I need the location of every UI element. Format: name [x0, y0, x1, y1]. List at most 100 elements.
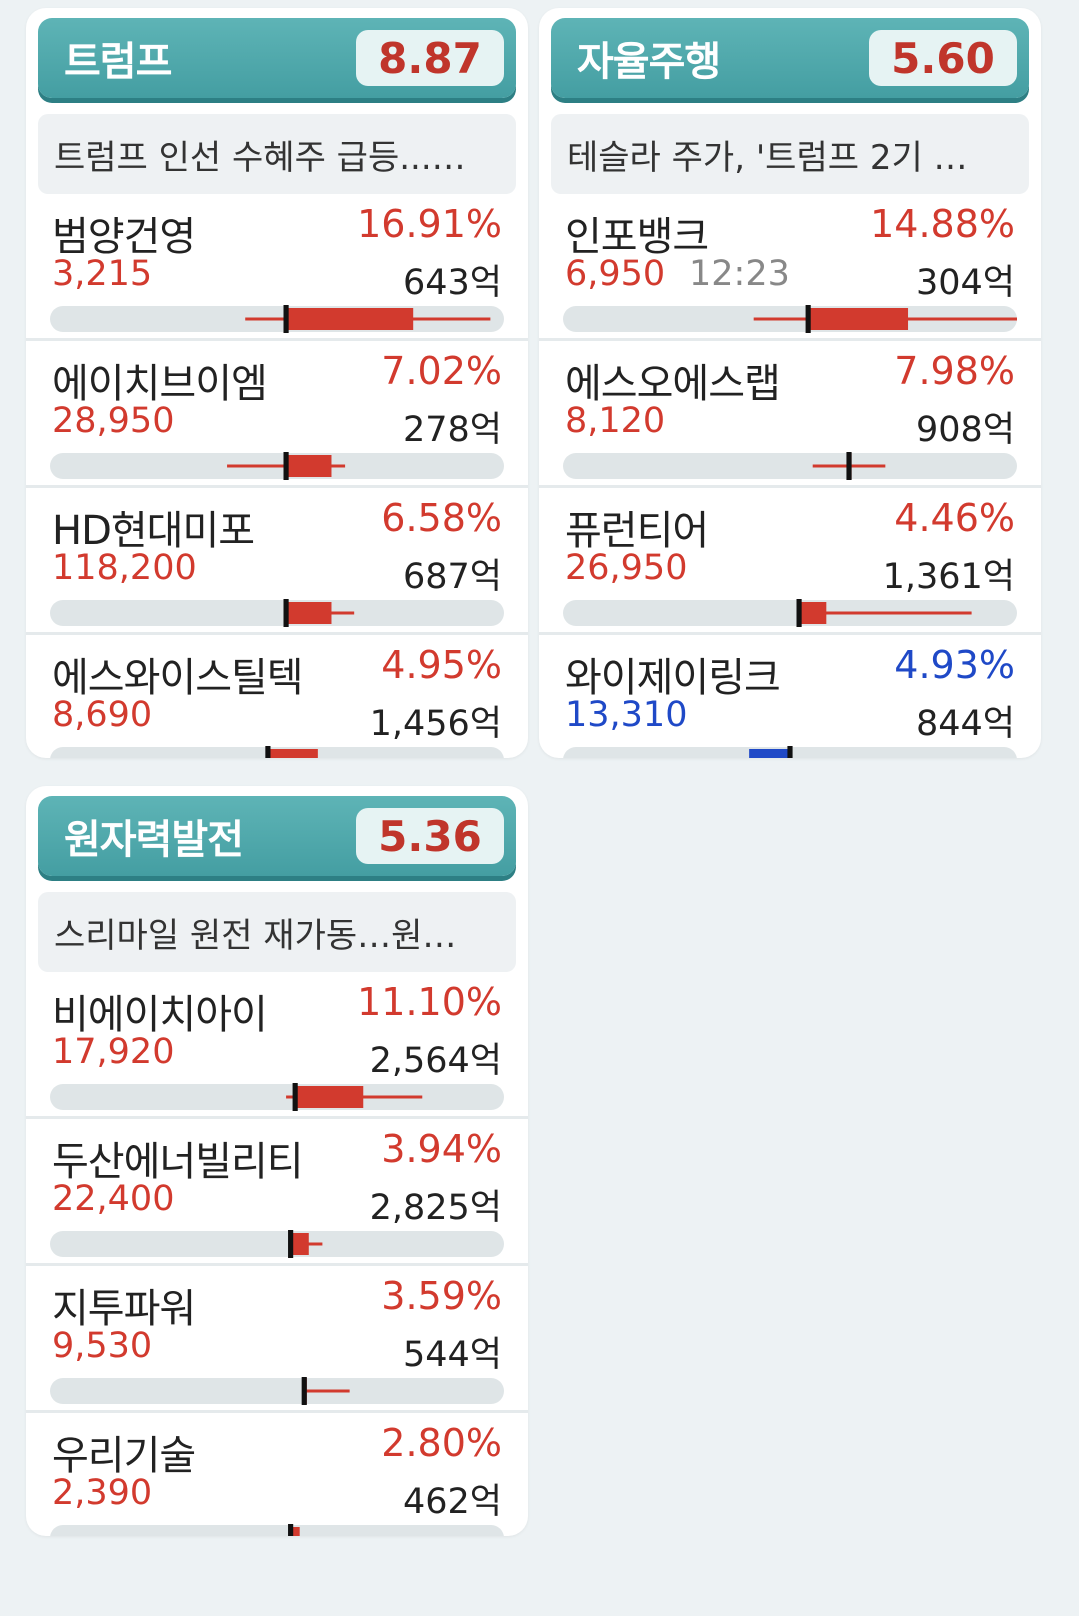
theme-score: 5.60 — [869, 30, 1017, 86]
prev-close-marker — [787, 746, 793, 758]
theme-card-autonomous-driving: 자율주행 5.60 테슬라 주가, '트럼프 2기 … 인포뱅크 14.88% 6,… — [539, 8, 1041, 758]
theme-news[interactable]: 트럼프 인선 수혜주 급등...… — [38, 114, 516, 194]
stock-row[interactable]: 지투파워 3.59% 9,530 544억 — [26, 1266, 528, 1413]
stock-price: 2,390 — [52, 1473, 153, 1513]
stock-row[interactable]: 인포뱅크 14.88% 6,950 12:23 304억 — [539, 194, 1041, 341]
stock-trading-value: 304억 — [915, 263, 1015, 303]
price-range-bar — [563, 305, 1017, 333]
stock-row[interactable]: 에스와이스틸텍 4.95% 8,690 1,456억 — [26, 635, 528, 758]
theme-header[interactable]: 트럼프 8.87 — [38, 18, 516, 98]
stock-trading-value: 908억 — [915, 410, 1015, 450]
stock-change-rate: 7.98% — [894, 349, 1015, 393]
stock-name: 에스오에스랩 — [565, 361, 781, 407]
prev-close-marker — [283, 599, 289, 627]
prev-close-marker — [796, 599, 802, 627]
stock-price: 6,950 — [565, 254, 666, 294]
candle-body — [290, 1233, 309, 1255]
stock-name: 에이치브이엠 — [52, 361, 268, 407]
stock-change-rate: 4.46% — [894, 496, 1015, 540]
stock-row[interactable]: 에이치브이엠 7.02% 28,950 278억 — [26, 341, 528, 488]
prev-close-marker — [265, 746, 271, 758]
prev-close-marker — [301, 1377, 307, 1405]
candle-chart — [245, 305, 491, 333]
stock-price: 13,310 — [565, 695, 688, 735]
stock-row[interactable]: 퓨런티어 4.46% 26,950 1,361억 — [539, 488, 1041, 635]
theme-name: 자율주행 — [577, 39, 721, 85]
candle-chart — [753, 305, 1017, 333]
stock-price: 8,120 — [565, 401, 666, 441]
stock-row[interactable]: 두산에너빌리티 3.94% 22,400 2,825억 — [26, 1119, 528, 1266]
theme-card-nuclear-power: 원자력발전 5.36 스리마일 원전 재가동…원… 비에이치아이 11.10% 17… — [26, 786, 528, 1536]
theme-score: 5.36 — [356, 808, 504, 864]
stock-change-rate: 11.10% — [357, 980, 502, 1024]
stock-trading-value: 2,564억 — [369, 1041, 502, 1081]
stock-row[interactable]: 와이제이링크 4.93% 13,310 844억 — [539, 635, 1041, 758]
stock-price: 9,530 — [52, 1326, 153, 1366]
stock-list: 인포뱅크 14.88% 6,950 12:23 304억 에스오에스랩 7.98% 8,120… — [539, 194, 1041, 758]
theme-card-trump: 트럼프 8.87 트럼프 인선 수혜주 급등...… 범양건영 16.91% 3,2… — [26, 8, 528, 758]
theme-news[interactable]: 테슬라 주가, '트럼프 2기 … — [551, 114, 1029, 194]
price-range-bar — [50, 746, 504, 758]
stock-change-rate: 2.80% — [381, 1421, 502, 1465]
prev-close-marker — [805, 305, 811, 333]
stock-price: 3,215 — [52, 254, 153, 294]
price-range-bar — [563, 599, 1017, 627]
stock-change-rate: 16.91% — [357, 202, 502, 246]
candle-body — [808, 308, 909, 330]
stock-trading-value: 687억 — [402, 557, 502, 597]
stock-price: 118,200 — [52, 548, 197, 588]
candle-body — [290, 1527, 300, 1536]
candle-body — [286, 308, 414, 330]
stock-price: 22,400 — [52, 1179, 175, 1219]
candle-body — [267, 749, 318, 758]
stock-time: 12:23 — [689, 254, 790, 294]
stock-list: 범양건영 16.91% 3,215 643억 에이치브이엠 7.02% 28,950 278억… — [26, 194, 528, 758]
stock-row[interactable]: 에스오에스랩 7.98% 8,120 908억 — [539, 341, 1041, 488]
prev-close-marker — [288, 1524, 294, 1536]
stock-name: 우리기술 — [52, 1433, 196, 1479]
price-range-bar — [50, 599, 504, 627]
theme-news[interactable]: 스리마일 원전 재가동…원… — [38, 892, 516, 972]
price-range-bar — [50, 452, 504, 480]
candle-chart — [749, 746, 793, 758]
stock-name: 퓨런티어 — [565, 508, 709, 554]
stock-trading-value: 544억 — [402, 1335, 502, 1375]
stock-change-rate: 4.95% — [381, 643, 502, 687]
stock-row[interactable]: HD현대미포 6.58% 118,200 687억 — [26, 488, 528, 635]
stock-trading-value: 844억 — [915, 704, 1015, 744]
stock-trading-value: 1,361억 — [882, 557, 1015, 597]
theme-header[interactable]: 원자력발전 5.36 — [38, 796, 516, 876]
prev-close-marker — [846, 452, 852, 480]
stock-name: 와이제이링크 — [565, 655, 781, 701]
theme-score: 8.87 — [356, 30, 504, 86]
stock-name: 범양건영 — [52, 214, 196, 260]
stock-trading-value: 1,456억 — [369, 704, 502, 744]
stock-price: 26,950 — [565, 548, 688, 588]
price-range-bar — [50, 1230, 504, 1258]
stock-row[interactable]: 우리기술 2.80% 2,390 462억 — [26, 1413, 528, 1536]
stock-name: HD현대미포 — [52, 508, 255, 554]
prev-close-marker — [283, 305, 289, 333]
candle-body — [286, 602, 332, 624]
candle-chart — [227, 452, 346, 480]
candle-body — [799, 602, 827, 624]
stock-row[interactable]: 비에이치아이 11.10% 17,920 2,564억 — [26, 972, 528, 1119]
candle-chart — [812, 452, 886, 480]
stock-row[interactable]: 범양건영 16.91% 3,215 643억 — [26, 194, 528, 341]
prev-close-marker — [292, 1083, 298, 1111]
stock-change-rate: 3.59% — [381, 1274, 502, 1318]
stock-name: 두산에너빌리티 — [52, 1139, 304, 1185]
stock-name: 에스와이스틸텍 — [52, 655, 304, 701]
prev-close-marker — [283, 452, 289, 480]
stock-price: 28,950 — [52, 401, 175, 441]
candle-body — [295, 1086, 364, 1108]
stock-price: 8,690 — [52, 695, 153, 735]
price-range-bar — [563, 452, 1017, 480]
stock-change-rate: 14.88% — [870, 202, 1015, 246]
price-range-bar — [50, 1083, 504, 1111]
candle-chart — [796, 599, 972, 627]
theme-header[interactable]: 자율주행 5.60 — [551, 18, 1029, 98]
candle-chart — [288, 1524, 300, 1536]
stock-name: 지투파워 — [52, 1286, 196, 1332]
stock-change-rate: 4.93% — [894, 643, 1015, 687]
